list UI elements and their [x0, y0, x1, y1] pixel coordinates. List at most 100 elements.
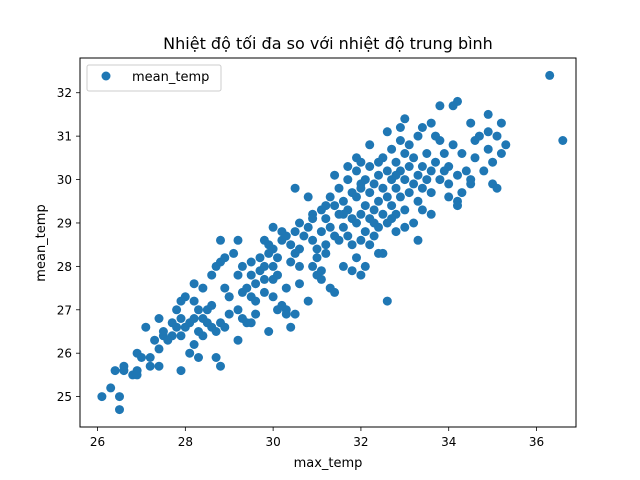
- data-point: [479, 166, 489, 176]
- data-point: [194, 305, 203, 315]
- data-point: [286, 257, 296, 267]
- legend: mean_temp: [86, 64, 222, 92]
- data-point: [374, 196, 383, 206]
- data-point: [378, 209, 388, 219]
- y-tick-label: 30: [57, 173, 72, 187]
- data-point: [448, 140, 458, 150]
- data-point: [295, 218, 304, 228]
- data-point: [246, 270, 256, 280]
- data-point: [316, 274, 326, 284]
- data-point: [378, 248, 388, 258]
- data-point: [229, 248, 239, 258]
- data-point: [141, 322, 151, 332]
- data-point: [316, 227, 326, 237]
- data-point: [176, 314, 186, 323]
- data-point: [189, 296, 199, 306]
- data-point: [194, 327, 203, 336]
- data-point: [334, 183, 344, 193]
- data-point: [290, 183, 300, 193]
- data-point: [466, 179, 476, 189]
- data-point: [268, 261, 278, 271]
- data-point: [483, 144, 493, 154]
- data-point: [343, 175, 353, 185]
- data-point: [365, 240, 375, 250]
- data-point: [119, 361, 129, 371]
- data-point: [409, 179, 419, 189]
- data-point: [216, 361, 225, 371]
- data-point: [356, 209, 366, 219]
- data-point: [268, 222, 278, 232]
- data-point: [391, 157, 401, 167]
- data-point: [224, 309, 234, 319]
- data-point: [334, 235, 344, 245]
- data-point: [404, 140, 414, 150]
- data-point: [413, 235, 423, 245]
- data-point: [400, 222, 410, 232]
- data-point: [207, 270, 217, 280]
- data-point: [444, 192, 454, 202]
- data-point: [264, 327, 274, 336]
- data-point: [413, 170, 423, 180]
- y-tick-label: 28: [57, 260, 72, 274]
- data-point: [211, 327, 221, 336]
- data-point: [360, 261, 370, 271]
- data-point: [106, 383, 116, 393]
- data-point: [352, 153, 361, 163]
- data-point: [365, 162, 375, 171]
- data-point: [404, 162, 414, 171]
- data-point: [286, 322, 296, 332]
- data-point: [303, 192, 313, 202]
- data-point: [365, 140, 375, 150]
- data-point: [224, 292, 234, 302]
- y-tick-label: 29: [57, 216, 72, 230]
- data-point: [395, 123, 405, 132]
- data-point: [422, 175, 432, 185]
- data-point: [137, 353, 146, 362]
- data-point: [426, 188, 436, 198]
- data-point: [158, 327, 168, 336]
- data-point: [330, 170, 340, 180]
- data-point: [154, 344, 164, 354]
- data-point: [268, 244, 278, 254]
- data-point: [352, 253, 361, 263]
- data-point: [97, 392, 107, 402]
- data-point: [382, 166, 392, 176]
- data-point: [483, 109, 493, 119]
- data-point: [409, 218, 419, 228]
- data-point: [321, 248, 331, 258]
- data-point: [378, 183, 388, 193]
- data-point: [413, 196, 423, 206]
- plot-frame: [79, 57, 577, 428]
- data-point: [369, 218, 379, 228]
- y-axis: 25 26 27 28 29 30 31 32: [57, 86, 80, 404]
- data-point: [343, 231, 353, 241]
- points-layer: [97, 70, 568, 415]
- data-point: [303, 222, 313, 232]
- data-point: [325, 192, 335, 202]
- data-point: [409, 153, 419, 163]
- data-point: [255, 253, 265, 263]
- data-point: [400, 205, 410, 215]
- data-point: [369, 179, 379, 189]
- x-axis-label: max_temp: [294, 456, 363, 471]
- data-point: [448, 101, 458, 111]
- data-point: [382, 127, 392, 137]
- data-point: [483, 127, 493, 137]
- data-point: [132, 366, 142, 376]
- data-point: [457, 149, 467, 158]
- data-point: [233, 305, 243, 315]
- data-point: [321, 214, 331, 224]
- data-point: [189, 340, 199, 349]
- data-point: [382, 296, 392, 306]
- data-point: [356, 235, 366, 245]
- data-point: [281, 309, 291, 319]
- data-point: [457, 188, 467, 198]
- y-tick-label: 31: [57, 130, 72, 144]
- data-point: [360, 227, 370, 237]
- data-point: [220, 283, 230, 293]
- data-point: [492, 131, 502, 141]
- data-point: [453, 201, 462, 211]
- data-point: [453, 170, 462, 180]
- data-point: [251, 309, 261, 319]
